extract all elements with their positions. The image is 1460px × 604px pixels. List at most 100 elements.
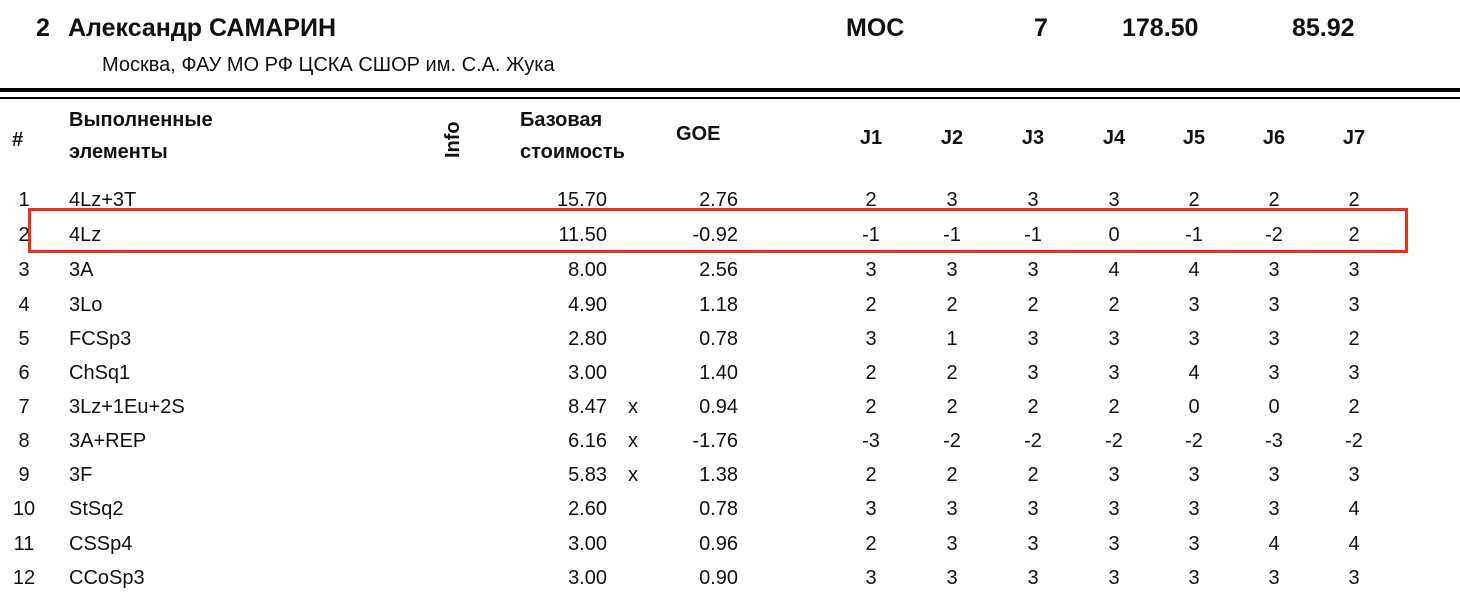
judge-score-2: 3 xyxy=(946,498,958,520)
judge-score-4: 3 xyxy=(1108,498,1120,520)
athlete-club: Москва, ФАУ МО РФ ЦСКА СШОР им. С.А. Жук… xyxy=(102,54,555,76)
base-value: 3.00 xyxy=(568,533,607,555)
judge-score-7: 3 xyxy=(1348,464,1360,486)
judge-score-7: 2 xyxy=(1348,189,1360,211)
judge-score-1: 3 xyxy=(865,328,877,350)
column-header-base-value: Базовая стоимость xyxy=(520,104,625,168)
element-code: 3F xyxy=(69,464,93,486)
judge-score-1: 3 xyxy=(865,567,877,589)
highlight-box xyxy=(28,208,1408,253)
judge-score-7: 3 xyxy=(1348,362,1360,384)
judge-score-7: 3 xyxy=(1348,567,1360,589)
judge-score-7: 3 xyxy=(1348,259,1360,281)
goe-value: 2.76 xyxy=(699,189,738,211)
judge-score-2: 3 xyxy=(946,189,958,211)
element-code: StSq2 xyxy=(69,498,124,520)
column-header-number: # xyxy=(12,129,24,151)
goe-value: -1.76 xyxy=(692,430,738,452)
judge-score-7: 4 xyxy=(1348,533,1360,555)
element-code: ChSq1 xyxy=(69,362,131,384)
judge-score-3: 3 xyxy=(1027,362,1039,384)
judge-score-4: 3 xyxy=(1108,567,1120,589)
judge-score-6: 0 xyxy=(1268,396,1280,418)
row-number: 8 xyxy=(18,430,30,452)
info-marker: x xyxy=(628,464,638,486)
column-header-judge-1: J1 xyxy=(859,127,883,149)
judge-score-5: 4 xyxy=(1188,362,1200,384)
judge-score-3: 3 xyxy=(1027,533,1039,555)
judge-score-4: 3 xyxy=(1108,328,1120,350)
table-row: 12 CCoSp3 3.00 0.90 3 3 3 3 3 3 3 xyxy=(0,561,1460,595)
judge-score-2: 3 xyxy=(946,533,958,555)
goe-value: 2.56 xyxy=(699,259,738,281)
judge-score-6: 4 xyxy=(1268,533,1280,555)
judge-score-1: 2 xyxy=(865,362,877,384)
judge-score-6: 3 xyxy=(1268,328,1280,350)
table-row: 10 StSq2 2.60 0.78 3 3 3 3 3 3 4 xyxy=(0,492,1460,526)
table-row: 6 ChSq1 3.00 1.40 2 2 3 3 4 3 3 xyxy=(0,356,1460,390)
column-header-base-line1: Базовая xyxy=(520,109,603,131)
judge-score-4: 3 xyxy=(1108,189,1120,211)
row-number: 7 xyxy=(18,396,30,418)
row-number: 4 xyxy=(18,294,30,316)
judge-score-2: 2 xyxy=(946,464,958,486)
element-code: 3A+REP xyxy=(69,430,147,452)
judge-score-4: 4 xyxy=(1108,259,1120,281)
judge-score-7: -2 xyxy=(1345,430,1363,452)
judge-score-3: 3 xyxy=(1027,567,1039,589)
athlete-nation: MOC xyxy=(846,14,905,42)
judge-score-5: 3 xyxy=(1188,567,1200,589)
judge-score-7: 4 xyxy=(1348,498,1360,520)
row-number: 1 xyxy=(18,189,30,211)
judge-score-1: 2 xyxy=(865,396,877,418)
base-value: 15.70 xyxy=(556,189,607,211)
judge-score-2: 1 xyxy=(946,328,958,350)
judge-score-1: -1 xyxy=(862,224,880,246)
goe-value: 1.40 xyxy=(699,362,738,384)
row-number: 5 xyxy=(18,328,30,350)
base-value: 8.00 xyxy=(568,259,607,281)
judge-score-6: 3 xyxy=(1268,259,1280,281)
column-header-judge-5: J5 xyxy=(1182,127,1206,149)
row-number: 6 xyxy=(18,362,30,384)
judge-score-2: -1 xyxy=(943,224,961,246)
judge-score-4: 3 xyxy=(1108,533,1120,555)
table-row: 7 3Lz+1Eu+2S 8.47 x 0.94 2 2 2 2 0 0 2 xyxy=(0,390,1460,424)
judge-score-1: 2 xyxy=(865,189,877,211)
judge-score-2: 3 xyxy=(946,567,958,589)
column-header-elements: Выполненные элементы xyxy=(69,104,213,168)
column-header-goe: GOE xyxy=(676,123,721,145)
table-row: 2 4Lz 11.50 -0.92 -1 -1 -1 0 -1 -2 2 xyxy=(0,218,1460,252)
judge-score-7: 2 xyxy=(1348,396,1360,418)
base-value: 3.00 xyxy=(568,362,607,384)
column-header-elements-line2: элементы xyxy=(69,141,168,163)
element-code: FCSp3 xyxy=(69,328,132,350)
judge-score-4: 2 xyxy=(1108,396,1120,418)
table-row: 11 CSSp4 3.00 0.96 2 3 3 3 3 4 4 xyxy=(0,527,1460,561)
judge-score-7: 2 xyxy=(1348,224,1360,246)
base-value: 6.16 xyxy=(568,430,607,452)
row-number: 11 xyxy=(13,533,35,555)
judge-score-1: 3 xyxy=(865,259,877,281)
goe-value: -0.92 xyxy=(692,224,738,246)
athlete-rank: 2 xyxy=(36,14,50,42)
goe-value: 0.78 xyxy=(699,328,738,350)
column-header-info-label: Info xyxy=(442,121,464,158)
table-row: 5 FCSp3 2.80 0.78 3 1 3 3 3 3 2 xyxy=(0,322,1460,356)
base-value: 8.47 xyxy=(568,396,607,418)
base-value: 3.00 xyxy=(568,567,607,589)
goe-value: 0.94 xyxy=(699,396,738,418)
row-number: 2 xyxy=(18,224,30,246)
judge-score-5: 3 xyxy=(1188,498,1200,520)
judge-score-5: 3 xyxy=(1188,328,1200,350)
element-code: 3Lo xyxy=(69,294,103,316)
judge-score-2: 2 xyxy=(946,294,958,316)
row-number: 10 xyxy=(12,498,36,520)
judge-score-2: 2 xyxy=(946,362,958,384)
goe-value: 0.96 xyxy=(699,533,738,555)
column-header-info: Info xyxy=(437,121,469,162)
judge-score-6: -3 xyxy=(1265,430,1283,452)
header-divider-thick xyxy=(0,88,1460,92)
judge-score-4: 3 xyxy=(1108,362,1120,384)
element-code: 3A xyxy=(69,259,94,281)
